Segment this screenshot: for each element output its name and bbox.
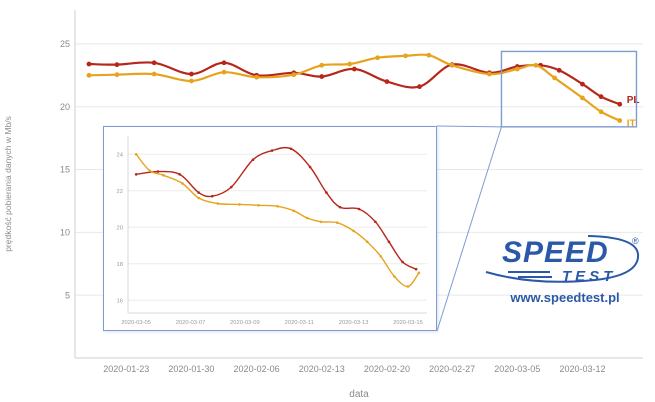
svg-text:2020-03-13: 2020-03-13 (339, 320, 369, 326)
speedtest-url[interactable]: www.speedtest.pl (510, 290, 620, 305)
swoosh-icon (485, 235, 640, 283)
svg-text:2020-01-23: 2020-01-23 (103, 364, 149, 374)
svg-text:2020-03-07: 2020-03-07 (176, 320, 206, 326)
svg-text:2020-03-09: 2020-03-09 (230, 320, 260, 326)
svg-text:2020-03-12: 2020-03-12 (559, 364, 605, 374)
inset-line-chart: 16 18 20 22 24 2020-03-05 2020-03-07 2020-03-09… (117, 136, 427, 326)
logo-test-text: TEST (562, 268, 616, 285)
zoom-inset-panel: 16 18 20 22 24 2020-03-05 2020-03-07 2020-03-09… (103, 126, 437, 331)
registered-mark: ® (632, 236, 639, 246)
svg-text:10: 10 (60, 228, 70, 238)
svg-text:data: data (349, 389, 369, 400)
speedtest-logo: SPEED ® TEST www.speedtest.pl (480, 232, 650, 305)
svg-text:2020-02-27: 2020-02-27 (429, 364, 475, 374)
svg-text:2020-03-11: 2020-03-11 (285, 320, 314, 326)
svg-text:2020-01-30: 2020-01-30 (168, 364, 214, 374)
svg-text:20: 20 (60, 102, 70, 112)
svg-text:22: 22 (117, 189, 123, 195)
svg-text:prędkość pobierania danych w M: prędkość pobierania danych w Mb/s (3, 116, 13, 252)
svg-text:24: 24 (117, 152, 124, 158)
svg-text:2020-02-20: 2020-02-20 (364, 364, 410, 374)
svg-text:20: 20 (117, 225, 123, 231)
logo-speed-text: SPEED (502, 236, 609, 269)
svg-text:PL: PL (627, 95, 640, 106)
svg-text:16: 16 (117, 298, 123, 304)
svg-text:2020-02-06: 2020-02-06 (234, 364, 280, 374)
svg-text:2020-03-15: 2020-03-15 (393, 320, 423, 326)
svg-text:15: 15 (60, 165, 70, 175)
svg-text:IT: IT (627, 119, 636, 130)
svg-text:2020-02-13: 2020-02-13 (299, 364, 345, 374)
speedtest-logo-graphic: SPEED ® TEST (485, 235, 640, 285)
svg-text:5: 5 (65, 290, 70, 300)
svg-text:25: 25 (60, 39, 70, 49)
svg-text:2020-03-05: 2020-03-05 (121, 320, 151, 326)
svg-text:18: 18 (117, 262, 123, 268)
svg-text:2020-03-05: 2020-03-05 (494, 364, 540, 374)
